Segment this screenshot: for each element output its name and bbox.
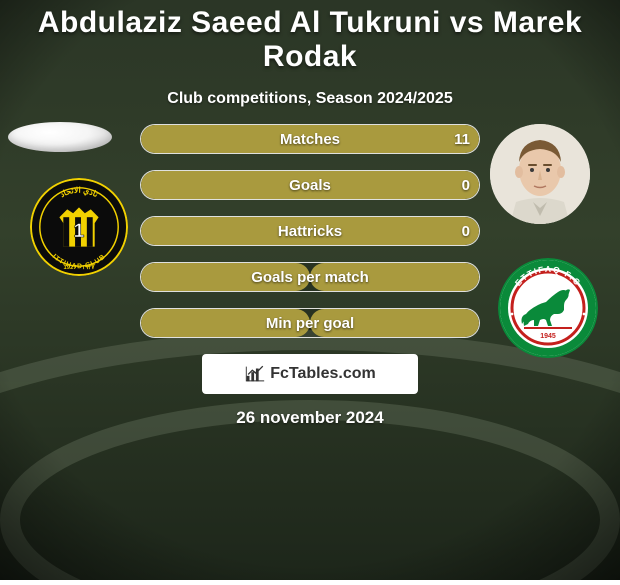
subtitle: Club competitions, Season 2024/2025 [0, 90, 620, 108]
stat-row: Goals0 [140, 170, 480, 200]
date-text: 26 november 2024 [0, 408, 620, 428]
player2-club-badge: ETTIFAQ F.C 1945 [498, 258, 598, 358]
page-title: Abdulaziz Saeed Al Tukruni vs Marek Roda… [0, 0, 620, 74]
stat-bar-fill-p2 [310, 263, 479, 291]
stat-bar-track [140, 124, 480, 154]
stat-bar-fill-p2 [310, 309, 479, 337]
stat-row: Hattricks0 [140, 216, 480, 246]
chart-icon [244, 363, 266, 385]
player1-club-badge: 1 نادي الاتحاد ITTIHAD CLUB 1927 - ١٩٢٧ [30, 178, 128, 276]
stat-bar-track [140, 262, 480, 292]
stat-bar-track [140, 308, 480, 338]
stat-bar-track [140, 170, 480, 200]
watermark: FcTables.com [202, 354, 418, 394]
watermark-text: FcTables.com [270, 365, 376, 383]
svg-text:1945: 1945 [540, 333, 556, 340]
stat-row: Min per goal [140, 308, 480, 338]
stat-bar-fill-p1 [141, 309, 310, 337]
stat-bar-fill-p2 [141, 125, 479, 153]
jersey-number: 1 [74, 220, 85, 242]
stat-bar-fill-p2 [141, 217, 479, 245]
stat-bar-fill-p2 [141, 171, 479, 199]
svg-text:1927 - ١٩٢٧: 1927 - ١٩٢٧ [64, 265, 96, 271]
stats-bars: Matches11 Goals0 Hattricks0 Goals per match… [140, 124, 480, 354]
stat-row: Goals per match [140, 262, 480, 292]
stat-bar-track [140, 216, 480, 246]
player1-photo-placeholder [8, 122, 112, 152]
stat-bar-fill-p1 [141, 263, 310, 291]
player2-photo [490, 124, 590, 224]
stat-row: Matches11 [140, 124, 480, 154]
